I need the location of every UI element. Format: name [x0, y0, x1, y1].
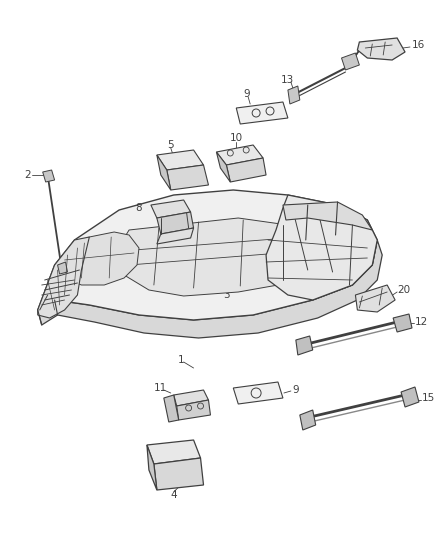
Polygon shape — [154, 458, 204, 490]
Polygon shape — [157, 155, 171, 190]
Polygon shape — [342, 53, 359, 70]
Text: 11: 11 — [154, 383, 167, 393]
Text: 12: 12 — [415, 317, 428, 327]
Polygon shape — [266, 195, 377, 300]
Polygon shape — [233, 382, 283, 404]
Polygon shape — [174, 390, 208, 406]
Polygon shape — [288, 86, 300, 104]
Polygon shape — [216, 145, 263, 165]
Text: 1: 1 — [177, 355, 184, 365]
Text: 8: 8 — [136, 203, 142, 213]
Text: 9: 9 — [293, 385, 300, 395]
Text: 4: 4 — [170, 490, 177, 500]
Polygon shape — [393, 314, 412, 332]
Polygon shape — [157, 212, 194, 234]
Polygon shape — [283, 202, 372, 230]
Polygon shape — [151, 200, 191, 218]
Polygon shape — [38, 190, 377, 320]
Text: 15: 15 — [422, 393, 435, 403]
Polygon shape — [296, 336, 313, 355]
Polygon shape — [147, 440, 201, 464]
Polygon shape — [355, 285, 395, 312]
Text: 9: 9 — [243, 89, 250, 99]
Polygon shape — [401, 387, 419, 407]
Polygon shape — [167, 165, 208, 190]
Text: 20: 20 — [397, 285, 410, 295]
Polygon shape — [357, 38, 405, 60]
Polygon shape — [38, 237, 89, 318]
Polygon shape — [157, 228, 194, 244]
Text: 3: 3 — [223, 290, 230, 300]
Polygon shape — [38, 240, 382, 338]
Polygon shape — [216, 152, 230, 182]
Polygon shape — [177, 400, 211, 420]
Text: 13: 13 — [281, 75, 294, 85]
Polygon shape — [300, 410, 316, 430]
Polygon shape — [164, 395, 179, 422]
Text: 16: 16 — [412, 40, 425, 50]
Text: 10: 10 — [230, 133, 243, 143]
Polygon shape — [157, 150, 204, 170]
Polygon shape — [236, 102, 288, 124]
Polygon shape — [147, 445, 157, 490]
Polygon shape — [226, 158, 266, 182]
Polygon shape — [117, 218, 308, 296]
Text: 5: 5 — [167, 140, 174, 150]
Polygon shape — [42, 170, 55, 182]
Text: 2: 2 — [25, 170, 31, 180]
Polygon shape — [57, 232, 139, 285]
Polygon shape — [57, 262, 67, 274]
